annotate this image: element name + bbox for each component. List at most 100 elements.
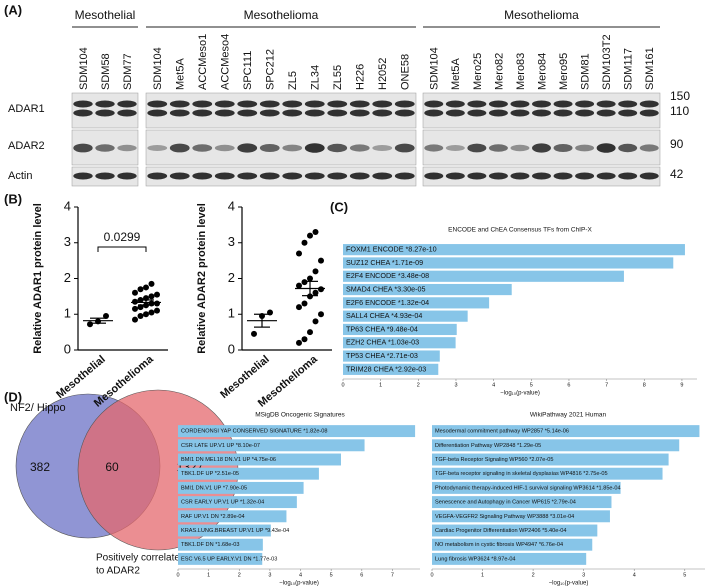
blot-band: [445, 172, 465, 180]
x-tick-label: 1: [207, 572, 210, 578]
blot-band: [192, 144, 213, 152]
blot-band: [445, 100, 465, 108]
bar-label: VEGFA-VEGFR2 Signaling Pathway WP3888 *3…: [435, 514, 574, 520]
blot-band: [147, 145, 168, 151]
blot-band: [488, 109, 508, 117]
data-point: [143, 311, 149, 318]
data-point: [301, 336, 308, 343]
x-axis-title: −log₁₀(p-value): [500, 391, 540, 397]
lane-label: SDM81: [579, 53, 591, 90]
blot-band: [304, 143, 325, 153]
blot-band: [510, 100, 530, 108]
kda-marker: 42: [670, 167, 684, 181]
bar-label: Cardiac Progenitor Differentiation WP240…: [435, 528, 566, 534]
bar-label: Mesodermal commitment pathway WP2857 *5.…: [435, 429, 569, 435]
x-tick-label: 6: [567, 382, 570, 388]
blot-band: [237, 109, 258, 117]
bar: [178, 510, 287, 523]
lane-label: Mero25: [472, 53, 484, 90]
blot-band: [282, 100, 303, 108]
blot-band: [553, 144, 573, 152]
data-point: [143, 284, 149, 291]
x-tick-label: 5: [530, 382, 533, 388]
lane-label: SDM103T2: [601, 34, 613, 90]
blot-band: [488, 172, 508, 180]
blot-band: [192, 100, 213, 108]
lane-label: H226: [355, 64, 367, 90]
panel-label: (B): [4, 191, 22, 206]
data-point: [312, 268, 319, 275]
blot-band: [532, 109, 551, 117]
data-point: [132, 298, 138, 305]
bar: [343, 350, 440, 362]
y-tick-label: 4: [64, 198, 71, 213]
x-tick-label: 3: [454, 382, 457, 388]
blot-band: [73, 143, 93, 153]
blot-band: [327, 100, 348, 108]
data-point: [301, 279, 308, 286]
bar-label: TP53 CHEA *2.71e-03: [346, 351, 418, 360]
lane-label: SDM104: [78, 47, 90, 90]
lane-label: Mero95: [558, 53, 570, 90]
chart-title: WikiPathway 2021 Human: [530, 412, 607, 419]
data-point: [307, 329, 313, 336]
x-tick-label: 0: [176, 572, 179, 578]
data-point: [296, 304, 302, 311]
lane-label: Mero84: [536, 53, 548, 90]
blot-band: [532, 143, 551, 153]
bar: [343, 244, 685, 256]
blot-band: [394, 143, 415, 153]
kda-marker: 150: [670, 89, 690, 103]
bar-label: BMI1 DN.V1 UP *7.90e-05: [181, 485, 247, 491]
bar: [178, 524, 271, 537]
group-label: Mesothelioma: [244, 8, 319, 22]
blot-band: [349, 109, 370, 117]
x-tick-label: 6: [360, 572, 363, 578]
lane-label: SPC212: [265, 49, 277, 90]
x-tick-label: 1: [379, 382, 382, 388]
blot-band: [394, 109, 415, 117]
blot-band: [169, 143, 190, 153]
data-point: [318, 257, 324, 264]
bar: [432, 481, 621, 494]
bar-label: E2F4 ENCODE *3.48e-08: [346, 271, 429, 280]
data-point: [312, 318, 319, 325]
blot-band: [73, 100, 93, 108]
panel-label: (C): [330, 199, 348, 214]
data-point: [103, 313, 109, 320]
sig-bracket: [97, 246, 147, 252]
lane-label: SDM104: [152, 47, 164, 90]
x-tick-label: 7: [605, 382, 608, 388]
blot-band: [214, 172, 235, 180]
lane-label: SDM161: [644, 47, 656, 90]
blot-band: [169, 172, 190, 180]
blot-band: [596, 100, 616, 108]
x-tick-label: 7: [391, 572, 394, 578]
y-tick-label: 0: [228, 341, 235, 356]
bar: [178, 481, 304, 494]
blot-band: [639, 144, 659, 152]
lane-label: SDM104: [429, 47, 441, 90]
bar-label: TGF-beta Receptor Signaling WP560 *2.07e…: [435, 457, 553, 463]
blot-band: [304, 172, 325, 180]
lane-label: ZL34: [310, 65, 322, 90]
x-tick-label: 3: [268, 572, 271, 578]
blot-band: [169, 109, 190, 117]
blot-band: [372, 100, 393, 108]
bar-label: EZH2 CHEA *1.03e-03: [346, 338, 419, 347]
blot-band: [214, 144, 235, 152]
group-label: Mesothelioma: [504, 8, 579, 22]
bar: [343, 363, 439, 375]
data-point: [132, 316, 138, 323]
data-point: [148, 293, 155, 300]
blot-band: [214, 100, 235, 108]
row-label: ADAR1: [8, 103, 45, 115]
blot-band: [214, 109, 235, 117]
blot-band: [117, 109, 137, 117]
blot-strip: [145, 92, 417, 129]
blot-band: [639, 100, 659, 108]
bar-label: Lung fibrosis WP3624 *8.97e-04: [435, 556, 516, 562]
venn-label: Positively correlated: [96, 553, 185, 564]
kda-marker: 110: [670, 104, 689, 118]
blot-band: [73, 109, 93, 117]
